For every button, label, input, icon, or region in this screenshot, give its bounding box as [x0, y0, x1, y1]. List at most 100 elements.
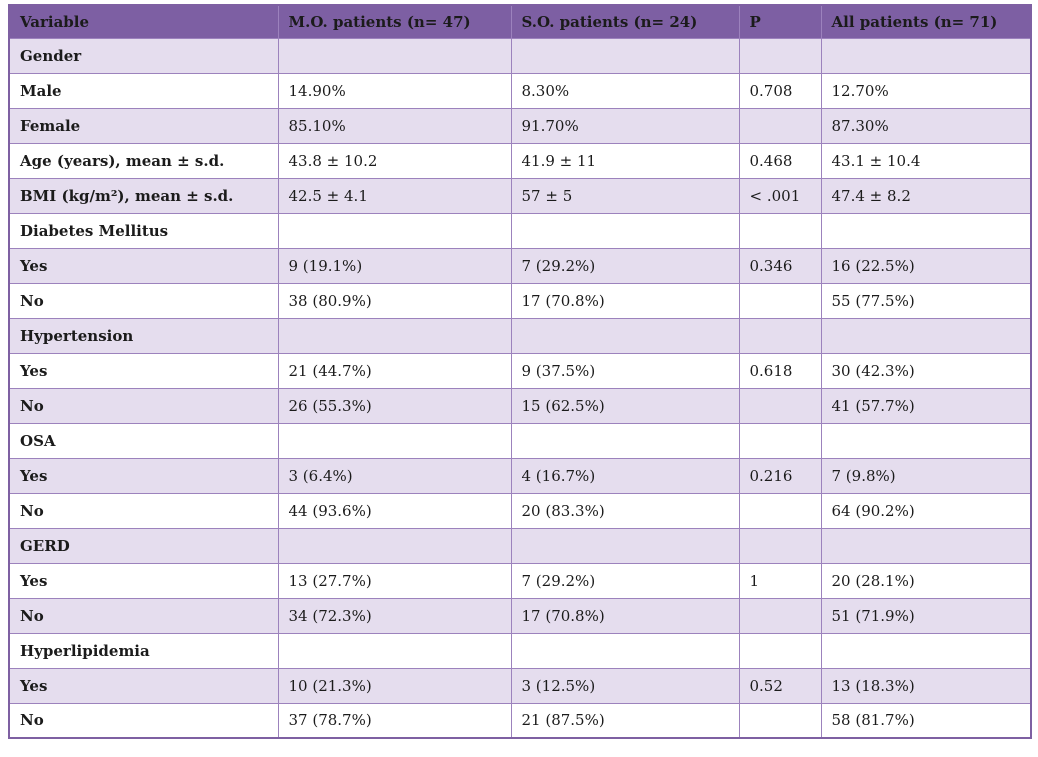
so-patients-cell	[510, 632, 740, 669]
p-value-cell: < .001	[738, 177, 822, 214]
so-patients-cell: 21 (87.5%)	[510, 702, 740, 739]
all-patients-cell	[820, 632, 1032, 669]
p-value-cell: 0.216	[738, 457, 822, 494]
table-row: GERD	[8, 527, 1032, 564]
so-patients-cell	[510, 422, 740, 459]
so-patients-cell: 57 ± 5	[510, 177, 740, 214]
p-value-cell	[738, 37, 822, 74]
mo-patients-cell: 38 (80.9%)	[277, 282, 512, 319]
variable-cell: Yes	[8, 562, 279, 599]
variable-cell: Female	[8, 107, 279, 144]
all-patients-cell: 13 (18.3%)	[820, 667, 1032, 704]
mo-patients-cell	[277, 317, 512, 354]
all-patients-cell: 20 (28.1%)	[820, 562, 1032, 599]
table-row: Yes 13 (27.7%) 7 (29.2%) 1 20 (28.1%)	[8, 562, 1032, 599]
p-value-cell	[738, 527, 822, 564]
patient-characteristics-table: Variable M.O. patients (n= 47) S.O. pati…	[8, 4, 1032, 739]
table-row: Diabetes Mellitus	[8, 212, 1032, 249]
all-patients-cell: 7 (9.8%)	[820, 457, 1032, 494]
p-value-cell: 0.346	[738, 247, 822, 284]
so-patients-cell: 9 (37.5%)	[510, 352, 740, 389]
all-patients-cell: 16 (22.5%)	[820, 247, 1032, 284]
so-patients-cell: 17 (70.8%)	[510, 282, 740, 319]
mo-patients-cell: 42.5 ± 4.1	[277, 177, 512, 214]
so-patients-cell	[510, 212, 740, 249]
so-patients-cell: 7 (29.2%)	[510, 562, 740, 599]
variable-cell: BMI (kg/m²), mean ± s.d.	[8, 177, 279, 214]
table-row: Yes 10 (21.3%) 3 (12.5%) 0.52 13 (18.3%)	[8, 667, 1032, 704]
variable-cell: No	[8, 282, 279, 319]
p-value-cell: 1	[738, 562, 822, 599]
so-patients-cell: 8.30%	[510, 72, 740, 109]
p-value-cell: 0.52	[738, 667, 822, 704]
so-patients-cell: 7 (29.2%)	[510, 247, 740, 284]
mo-patients-cell: 3 (6.4%)	[277, 457, 512, 494]
mo-patients-cell: 37 (78.7%)	[277, 702, 512, 739]
table-row: Yes 9 (19.1%) 7 (29.2%) 0.346 16 (22.5%)	[8, 247, 1032, 284]
all-patients-cell: 58 (81.7%)	[820, 702, 1032, 739]
table-row: No 34 (72.3%) 17 (70.8%) 51 (71.9%)	[8, 597, 1032, 634]
all-patients-cell: 47.4 ± 8.2	[820, 177, 1032, 214]
variable-cell: Yes	[8, 457, 279, 494]
table-row: Yes 21 (44.7%) 9 (37.5%) 0.618 30 (42.3%…	[8, 352, 1032, 389]
p-value-cell	[738, 107, 822, 144]
table-row: BMI (kg/m²), mean ± s.d. 42.5 ± 4.1 57 ±…	[8, 177, 1032, 214]
table-row: No 26 (55.3%) 15 (62.5%) 41 (57.7%)	[8, 387, 1032, 424]
so-patients-cell: 3 (12.5%)	[510, 667, 740, 704]
p-value-cell	[738, 492, 822, 529]
so-patients-cell: 15 (62.5%)	[510, 387, 740, 424]
variable-cell: Hypertension	[8, 317, 279, 354]
column-header-all-patients: All patients (n= 71)	[820, 4, 1032, 39]
variable-cell: No	[8, 597, 279, 634]
all-patients-cell	[820, 527, 1032, 564]
mo-patients-cell: 26 (55.3%)	[277, 387, 512, 424]
so-patients-cell	[510, 37, 740, 74]
p-value-cell: 0.468	[738, 142, 822, 179]
p-value-cell: 0.708	[738, 72, 822, 109]
column-header-mo-patients: M.O. patients (n= 47)	[277, 4, 512, 39]
all-patients-cell: 43.1 ± 10.4	[820, 142, 1032, 179]
p-value-cell	[738, 632, 822, 669]
table-row: OSA	[8, 422, 1032, 459]
so-patients-cell: 20 (83.3%)	[510, 492, 740, 529]
all-patients-cell	[820, 422, 1032, 459]
variable-cell: No	[8, 492, 279, 529]
table-row: No 37 (78.7%) 21 (87.5%) 58 (81.7%)	[8, 702, 1032, 739]
table-body: Gender Male 14.90% 8.30% 0.708 12.70% Fe…	[8, 37, 1032, 739]
variable-cell: OSA	[8, 422, 279, 459]
all-patients-cell: 51 (71.9%)	[820, 597, 1032, 634]
mo-patients-cell: 10 (21.3%)	[277, 667, 512, 704]
so-patients-cell: 17 (70.8%)	[510, 597, 740, 634]
all-patients-cell: 41 (57.7%)	[820, 387, 1032, 424]
all-patients-cell: 55 (77.5%)	[820, 282, 1032, 319]
column-header-p-value: P	[738, 4, 822, 39]
mo-patients-cell: 13 (27.7%)	[277, 562, 512, 599]
variable-cell: Yes	[8, 352, 279, 389]
variable-cell: Male	[8, 72, 279, 109]
all-patients-cell	[820, 37, 1032, 74]
p-value-cell	[738, 597, 822, 634]
mo-patients-cell: 9 (19.1%)	[277, 247, 512, 284]
so-patients-cell: 4 (16.7%)	[510, 457, 740, 494]
all-patients-cell	[820, 212, 1032, 249]
p-value-cell	[738, 422, 822, 459]
variable-cell: No	[8, 702, 279, 739]
mo-patients-cell: 85.10%	[277, 107, 512, 144]
mo-patients-cell: 14.90%	[277, 72, 512, 109]
table-row: Age (years), mean ± s.d. 43.8 ± 10.2 41.…	[8, 142, 1032, 179]
so-patients-cell: 41.9 ± 11	[510, 142, 740, 179]
so-patients-cell	[510, 527, 740, 564]
mo-patients-cell: 21 (44.7%)	[277, 352, 512, 389]
mo-patients-cell: 43.8 ± 10.2	[277, 142, 512, 179]
all-patients-cell: 87.30%	[820, 107, 1032, 144]
p-value-cell	[738, 212, 822, 249]
variable-cell: GERD	[8, 527, 279, 564]
all-patients-cell: 30 (42.3%)	[820, 352, 1032, 389]
table-row: Female 85.10% 91.70% 87.30%	[8, 107, 1032, 144]
variable-cell: Age (years), mean ± s.d.	[8, 142, 279, 179]
all-patients-cell: 12.70%	[820, 72, 1032, 109]
variable-cell: Gender	[8, 37, 279, 74]
table-row: No 44 (93.6%) 20 (83.3%) 64 (90.2%)	[8, 492, 1032, 529]
table-row: Hypertension	[8, 317, 1032, 354]
